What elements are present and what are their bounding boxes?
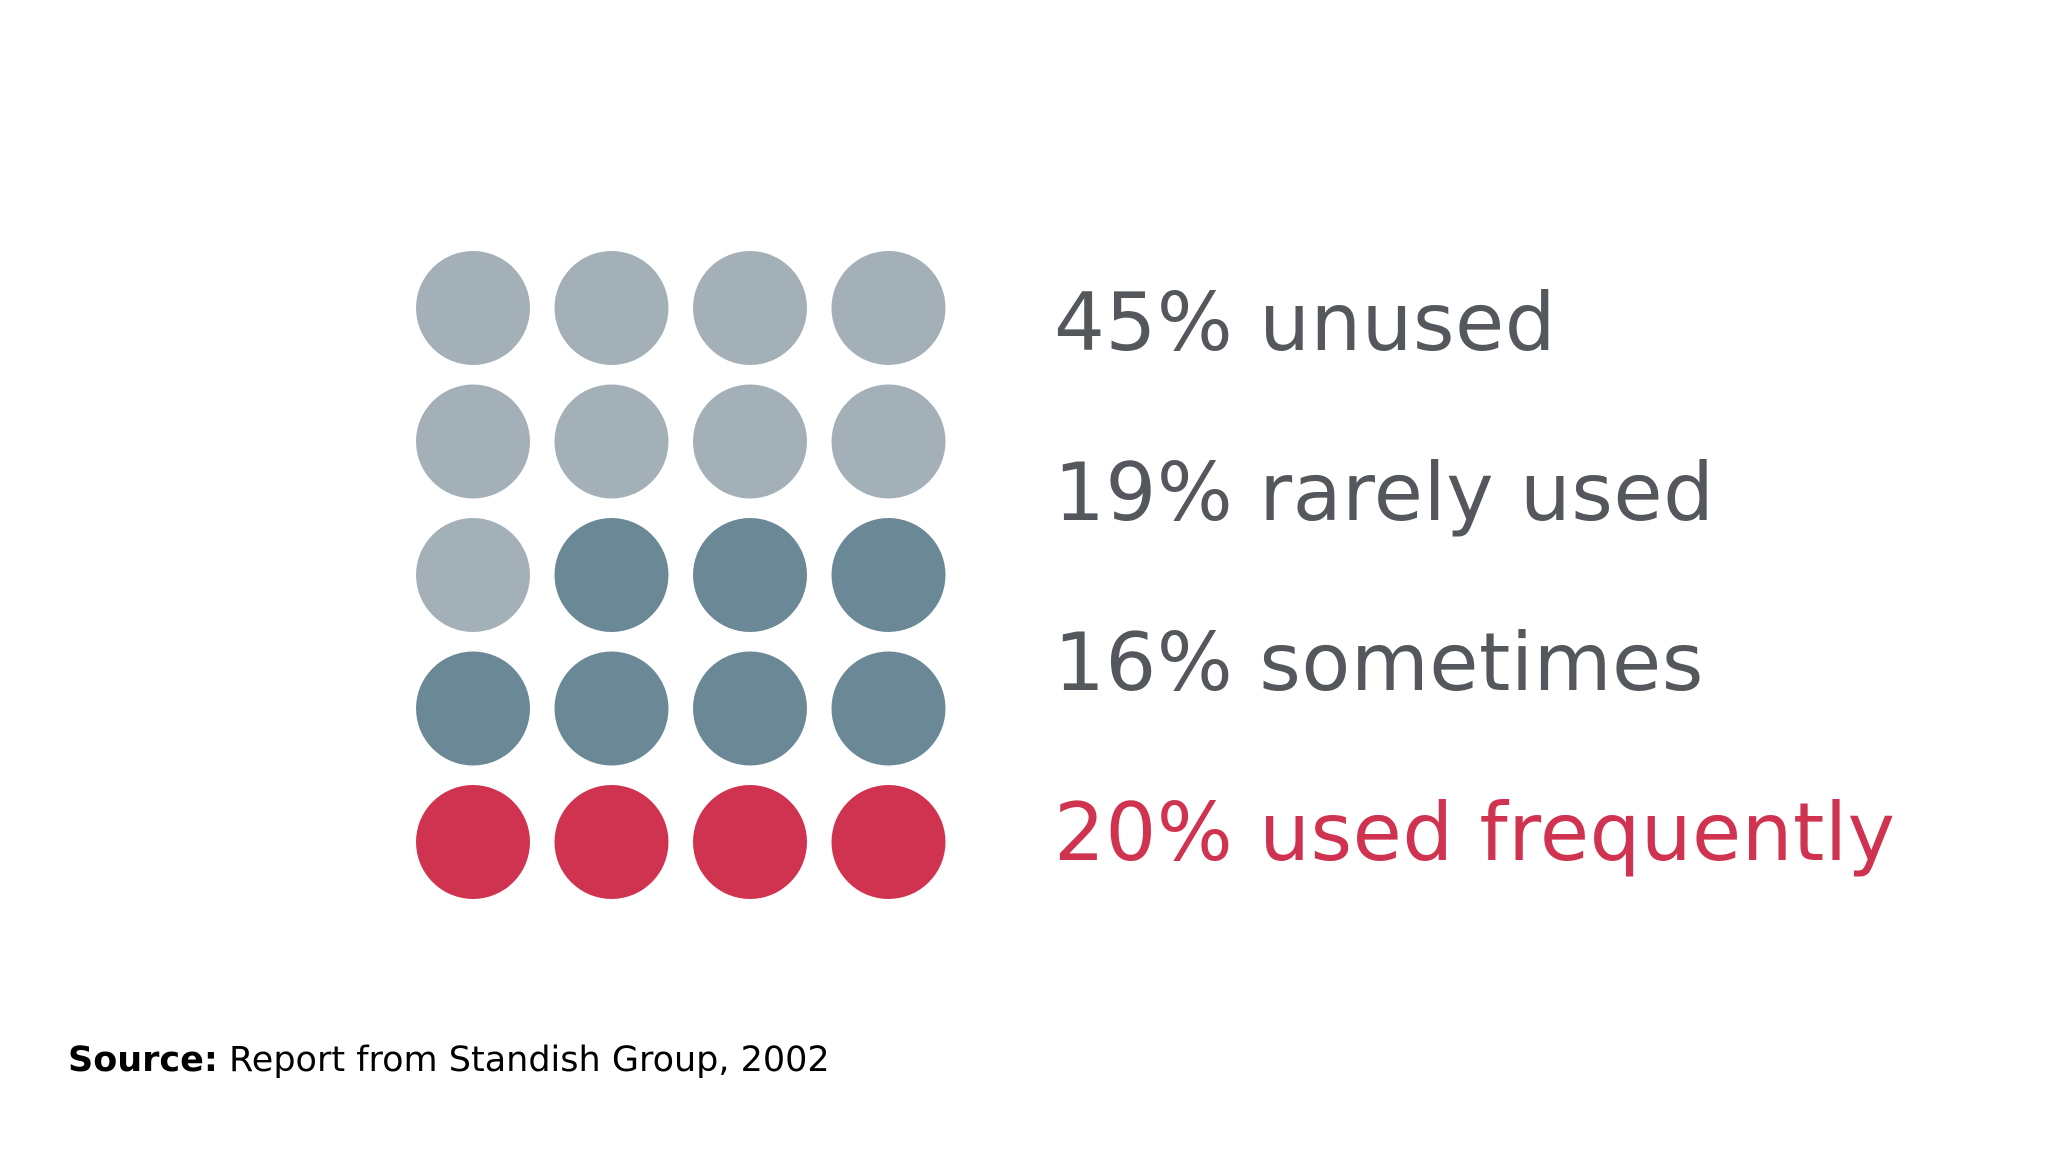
source-note: Source: Report from Standish Group, 2002 (68, 1040, 830, 1080)
dot-unused-8 (831, 384, 946, 499)
dot-sometimes-1 (416, 651, 530, 766)
legend-label-used-frequently: 20% used frequently (1054, 786, 1896, 879)
source-key: Source: (68, 1040, 218, 1080)
dot-used-frequently-3 (693, 785, 807, 899)
dot-unused-3 (693, 251, 807, 365)
dot-sometimes-2 (554, 651, 669, 766)
dot-unused-1 (416, 251, 530, 365)
dot-unused-2 (554, 251, 669, 365)
legend-label-unused: 45% unused (1054, 276, 1557, 369)
legend-label-rarely-used: 19% rarely used (1054, 446, 1715, 539)
waffle-dot-grid (416, 251, 946, 899)
dot-unused-5 (416, 384, 530, 499)
dot-sometimes-3 (693, 651, 807, 766)
dot-rarely-used-1 (554, 518, 669, 632)
source-text: Report from Standish Group, 2002 (217, 1040, 830, 1080)
dot-unused-4 (831, 251, 946, 365)
legend-label-sometimes: 16% sometimes (1054, 616, 1704, 709)
dot-rarely-used-2 (693, 518, 807, 632)
dot-used-frequently-1 (416, 785, 530, 899)
dot-used-frequently-4 (831, 785, 946, 899)
dot-used-frequently-2 (554, 785, 669, 899)
dot-sometimes-4 (831, 651, 946, 766)
dot-unused-9 (416, 518, 530, 632)
dot-unused-7 (693, 384, 807, 499)
dot-unused-6 (554, 384, 669, 499)
dot-rarely-used-3 (831, 518, 946, 632)
